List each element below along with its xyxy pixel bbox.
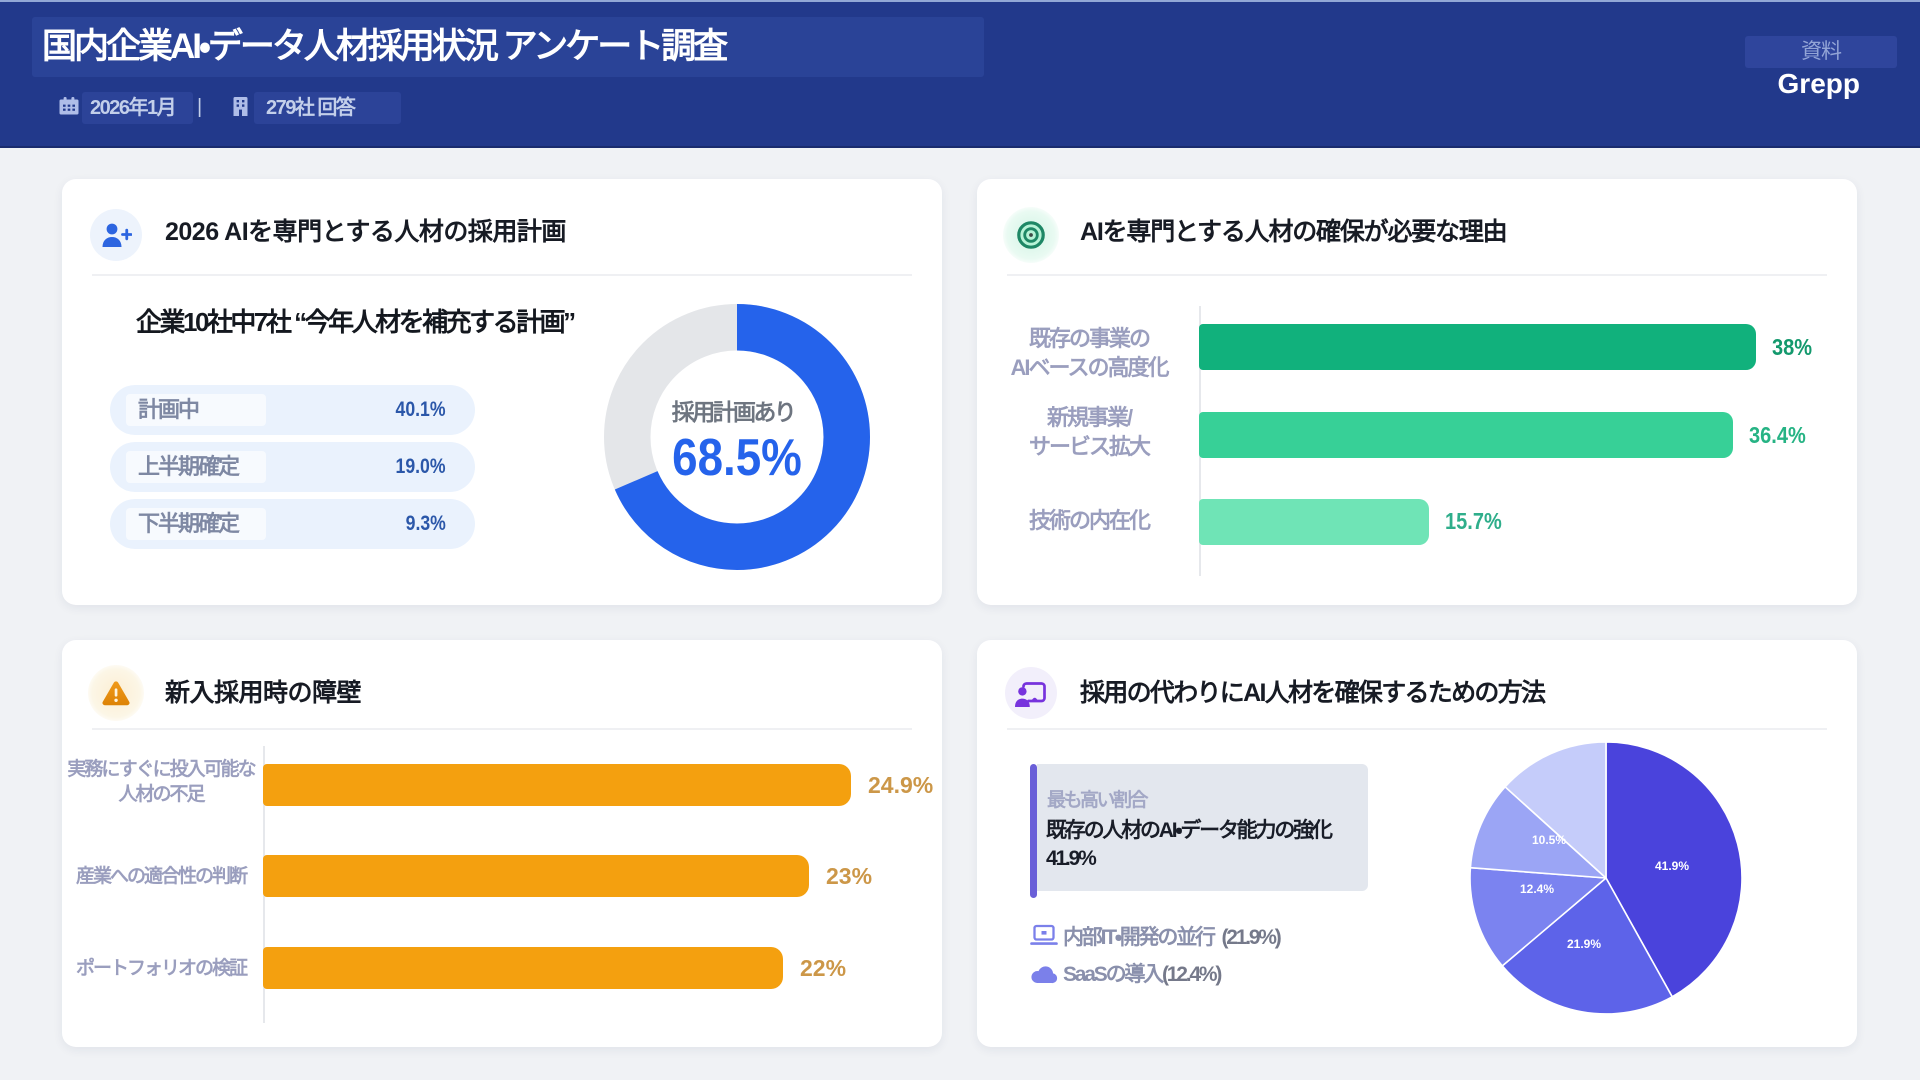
svg-text:41.9%: 41.9% bbox=[1655, 859, 1689, 873]
svg-text:10.5%: 10.5% bbox=[1532, 833, 1566, 847]
svg-text:12.4%: 12.4% bbox=[1520, 882, 1554, 896]
svg-text:21.9%: 21.9% bbox=[1567, 937, 1601, 951]
